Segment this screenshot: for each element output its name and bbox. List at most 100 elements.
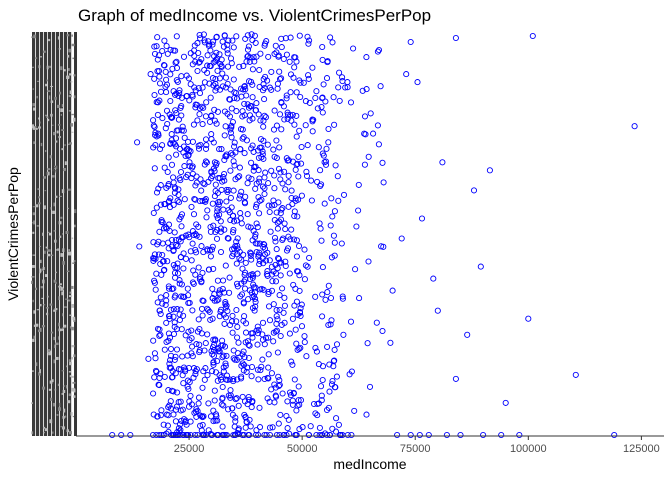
data-point xyxy=(231,423,238,430)
data-point xyxy=(188,335,195,342)
y-tick-label-fragment xyxy=(60,253,64,257)
data-point xyxy=(204,69,211,76)
data-point xyxy=(174,389,181,396)
data-point xyxy=(237,192,244,199)
data-point xyxy=(248,363,256,371)
y-tick-label-fragment xyxy=(37,329,40,333)
data-point xyxy=(214,55,221,62)
data-point xyxy=(163,76,170,83)
y-tick-label-fragment xyxy=(44,274,48,278)
data-point xyxy=(212,76,219,83)
data-point xyxy=(171,323,178,330)
data-point xyxy=(276,377,283,384)
data-point xyxy=(258,363,265,370)
data-point xyxy=(200,104,207,111)
data-point xyxy=(195,264,202,271)
y-tick-label-fragment xyxy=(66,365,68,368)
data-point xyxy=(304,33,311,40)
y-tick-label-fragment xyxy=(69,359,71,363)
data-point xyxy=(187,248,194,255)
data-point xyxy=(136,243,143,250)
data-point xyxy=(323,406,331,414)
data-point xyxy=(221,343,229,350)
y-tick-label-fragment xyxy=(64,415,67,418)
y-tick-label-fragment xyxy=(39,303,42,307)
data-point xyxy=(229,37,236,44)
data-point xyxy=(190,267,197,274)
data-point xyxy=(227,194,234,201)
data-point xyxy=(414,79,421,86)
data-point xyxy=(387,339,394,346)
data-point xyxy=(232,396,239,403)
data-point xyxy=(187,81,194,88)
data-point xyxy=(293,298,300,305)
data-point xyxy=(230,187,237,194)
y-tick-label-fragment xyxy=(50,331,54,334)
data-point xyxy=(332,162,339,169)
data-point xyxy=(306,99,313,106)
data-point xyxy=(152,286,159,293)
data-point xyxy=(301,246,308,253)
data-point xyxy=(355,207,362,214)
y-tick-label-fragment xyxy=(54,388,57,391)
data-point xyxy=(252,431,259,439)
data-point xyxy=(190,211,198,218)
data-point xyxy=(206,118,214,125)
data-point xyxy=(363,54,370,61)
data-point xyxy=(227,86,234,93)
data-point xyxy=(219,83,226,90)
y-tick-label-fragment xyxy=(64,324,67,328)
data-point xyxy=(211,106,218,113)
data-point xyxy=(206,308,213,315)
y-tick-label-fragment xyxy=(68,371,72,373)
data-point xyxy=(256,83,263,90)
y-tick-label-fragment xyxy=(42,386,46,390)
data-point xyxy=(153,189,161,196)
data-point xyxy=(303,168,310,175)
data-point xyxy=(240,299,247,306)
data-point xyxy=(256,210,263,217)
data-point xyxy=(277,332,284,340)
y-tick-label-fragment xyxy=(71,344,75,348)
data-point xyxy=(261,174,268,181)
data-point xyxy=(180,364,188,371)
data-point xyxy=(245,431,252,439)
data-point xyxy=(255,178,263,185)
data-point xyxy=(321,200,328,207)
data-point xyxy=(173,77,180,84)
data-point xyxy=(191,431,199,439)
data-point xyxy=(439,159,446,166)
y-tick-label-fragment xyxy=(69,142,73,145)
y-tick-label-fragment xyxy=(59,283,62,286)
data-point xyxy=(378,243,385,250)
y-tick-label-fragment xyxy=(58,407,61,411)
data-point xyxy=(226,96,233,103)
y-tick-label-fragment xyxy=(53,359,56,364)
data-point xyxy=(301,339,308,346)
data-point xyxy=(290,281,297,288)
data-point xyxy=(213,120,220,127)
y-tick-label-fragment xyxy=(47,171,50,176)
data-point xyxy=(270,146,277,153)
y-tick-label-column xyxy=(32,32,36,436)
data-point xyxy=(193,406,200,413)
y-tick-label-fragment xyxy=(45,116,49,118)
data-point xyxy=(220,43,227,50)
data-point xyxy=(274,349,281,356)
y-tick-label-fragment xyxy=(60,216,63,219)
data-point xyxy=(171,319,178,326)
data-point xyxy=(222,362,229,369)
y-tick-label-fragment xyxy=(70,131,74,133)
data-point xyxy=(336,97,343,104)
data-point xyxy=(151,91,158,99)
data-point xyxy=(234,334,241,341)
data-point xyxy=(200,413,207,420)
data-point xyxy=(157,310,164,318)
data-point xyxy=(240,348,247,355)
y-tick-label-fragment xyxy=(49,155,52,159)
data-point xyxy=(199,431,206,439)
data-point xyxy=(176,431,183,439)
data-point xyxy=(247,249,254,256)
data-point xyxy=(330,232,337,239)
data-point xyxy=(288,117,295,124)
